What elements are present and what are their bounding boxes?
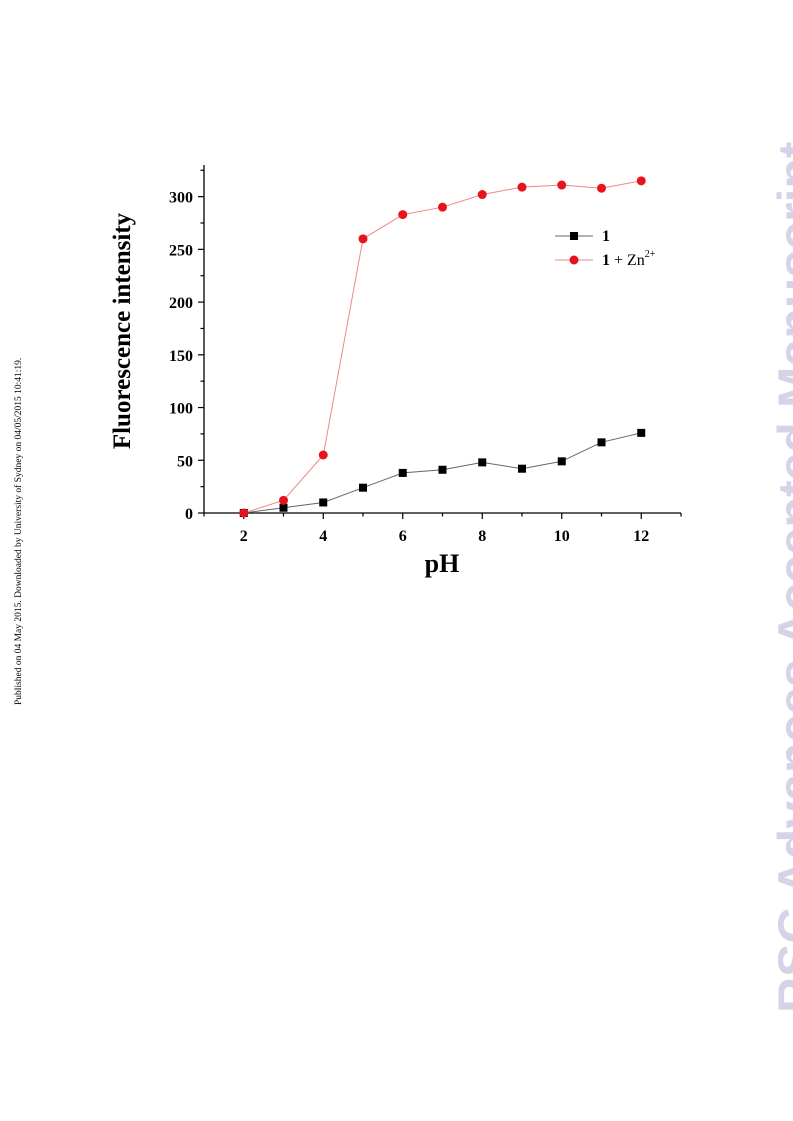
legend-label: 1 [602,228,610,245]
data-point-circle [517,182,527,192]
data-point-circle [239,508,249,518]
legend-marker-square [570,232,578,240]
data-point-circle [636,176,646,186]
legend-marker-circle [569,255,579,265]
data-point-circle [358,234,368,244]
x-tick-label: 2 [240,528,248,545]
y-tick-label: 200 [169,295,193,312]
data-point-square [557,457,566,466]
x-tick-label: 10 [554,528,570,545]
x-axis-label: pH [425,549,460,578]
y-tick-label: 0 [185,506,193,523]
data-point-circle [318,450,328,460]
y-axis-label: Fluorescence intensity [109,212,136,449]
data-point-square [279,503,288,512]
chart-axes: 2 4 6 8 10 12 0 50 100 150 200 250 300 [169,165,682,545]
data-point-circle [438,202,447,212]
data-point-square [359,483,367,492]
data-point-square [398,468,407,477]
y-tick-label: 300 [169,190,193,207]
data-point-square [637,428,646,437]
series-2 [239,176,646,518]
legend-item: 1 [555,228,610,245]
data-point-square [319,498,328,507]
data-point-square [518,464,526,473]
data-point-circle [597,183,606,193]
x-tick-label: 12 [633,528,649,545]
y-tick-label: 250 [169,242,193,259]
chart-legend: 1 1 + Zn2+ [555,228,656,269]
x-tick-label: 6 [399,528,407,545]
data-point-square [478,458,487,467]
y-tick-label: 150 [169,348,193,365]
y-tick-label: 100 [169,401,193,418]
legend-item: 1 + Zn2+ [555,249,656,269]
data-point-circle [557,180,567,190]
chart-series [239,176,646,518]
series-1 [239,428,646,517]
y-tick-label: 50 [177,453,193,470]
series-line [243,180,642,514]
legend-label: 1 + Zn2+ [602,249,656,269]
x-tick-label: 4 [319,528,327,545]
data-point-circle [398,210,408,220]
x-tick-label: 8 [478,528,486,545]
data-point-square [438,465,447,474]
data-point-circle [477,190,487,200]
data-point-circle [279,495,288,505]
data-point-square [597,438,606,447]
